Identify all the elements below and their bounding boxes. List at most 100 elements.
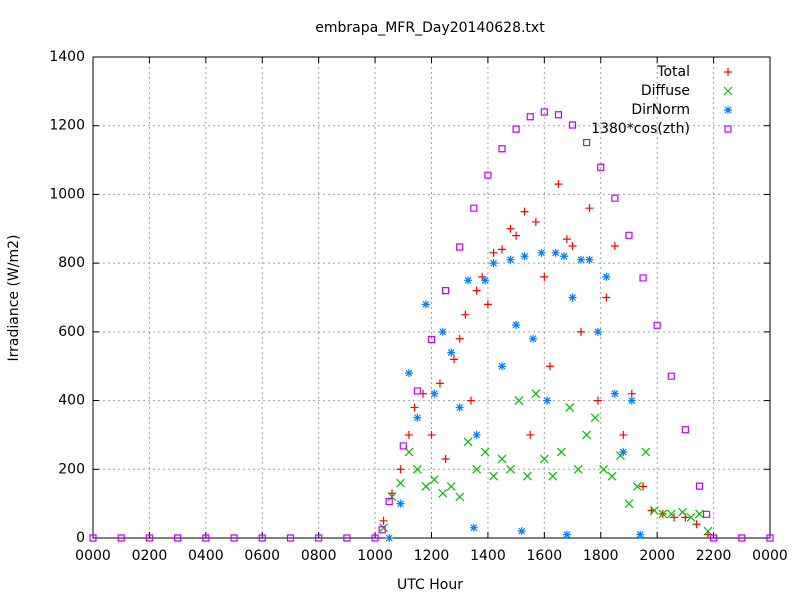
data-point <box>619 448 628 457</box>
data-point <box>666 509 676 519</box>
data-point <box>709 534 718 542</box>
data-point <box>602 293 611 302</box>
data-point <box>446 482 456 491</box>
data-point <box>421 300 430 309</box>
data-point <box>585 255 594 264</box>
data-point <box>562 235 571 244</box>
legend-label: Diffuse <box>641 83 690 99</box>
data-point <box>597 163 605 171</box>
legend-label: Total <box>656 64 690 80</box>
data-point <box>412 464 422 474</box>
data-point <box>545 362 554 371</box>
data-point <box>554 111 563 119</box>
data-point <box>568 241 577 250</box>
data-point <box>573 464 583 474</box>
data-point <box>619 430 628 439</box>
data-point <box>202 534 210 542</box>
data-point <box>399 442 407 450</box>
data-point <box>421 482 431 491</box>
data-point <box>469 523 478 532</box>
y-tick-label: 1400 <box>49 49 85 65</box>
data-point <box>498 145 506 153</box>
data-point <box>442 287 450 295</box>
data-point <box>498 362 507 371</box>
data-point <box>560 252 569 261</box>
data-point <box>456 243 464 251</box>
data-point <box>624 499 634 509</box>
data-point <box>450 355 459 364</box>
data-point <box>641 447 651 457</box>
data-point <box>470 204 478 212</box>
data-point <box>627 396 636 405</box>
data-point <box>610 389 619 398</box>
data-point <box>413 413 422 422</box>
data-point <box>593 396 602 405</box>
data-point <box>286 534 295 542</box>
data-point <box>540 272 549 281</box>
data-point <box>378 526 386 534</box>
data-point <box>514 396 524 405</box>
data-point <box>540 108 548 116</box>
data-point <box>607 471 617 481</box>
data-point <box>438 488 448 498</box>
data-point <box>692 520 701 529</box>
data-point <box>429 475 439 485</box>
data-point <box>627 389 636 398</box>
data-point <box>379 516 388 525</box>
data-point <box>174 534 182 542</box>
data-point <box>649 506 659 515</box>
data-point <box>455 334 464 343</box>
data-point <box>258 534 266 542</box>
legend-marker <box>724 68 732 76</box>
y-tick-label: 0 <box>76 530 85 546</box>
data-point <box>483 300 492 309</box>
data-point <box>396 499 405 508</box>
data-point <box>703 526 713 536</box>
data-point <box>387 492 397 502</box>
data-point <box>539 454 549 464</box>
data-point <box>512 125 520 133</box>
x-tick-label: 1200 <box>414 548 450 564</box>
data-point <box>583 138 591 147</box>
y-tick-label: 400 <box>58 393 85 409</box>
data-point <box>315 534 323 542</box>
data-point <box>385 534 394 542</box>
data-point <box>481 276 490 285</box>
legend-label: 1380*cos(zth) <box>591 121 690 137</box>
data-point <box>517 527 526 536</box>
data-point <box>543 396 552 405</box>
data-point <box>636 530 645 539</box>
data-point <box>593 327 602 336</box>
data-point <box>455 492 465 502</box>
x-tick-label: 1000 <box>357 548 393 564</box>
data-point <box>529 334 538 343</box>
data-point <box>466 396 475 405</box>
data-point <box>427 430 436 439</box>
data-point <box>230 534 238 542</box>
y-tick-label: 200 <box>58 461 85 477</box>
data-point <box>396 478 405 488</box>
data-point <box>455 403 464 412</box>
x-tick-label: 0000 <box>75 548 111 564</box>
data-point <box>480 447 490 457</box>
x-tick-label: 1800 <box>583 548 619 564</box>
data-point <box>512 231 521 240</box>
data-point <box>526 113 534 121</box>
y-axis-label: Irradiance (W/m2) <box>6 235 22 362</box>
data-point <box>506 224 515 233</box>
data-point <box>89 534 97 542</box>
data-point <box>472 286 481 295</box>
data-point <box>658 509 668 519</box>
data-point <box>562 530 571 539</box>
data-point <box>556 447 566 457</box>
x-tick-label: 0600 <box>244 548 280 564</box>
data-point <box>577 327 586 336</box>
data-point <box>695 509 704 519</box>
data-point <box>565 403 575 412</box>
data-point <box>472 430 481 439</box>
data-point <box>551 248 560 257</box>
data-point <box>484 171 492 179</box>
data-point <box>410 403 419 412</box>
data-point <box>582 430 592 440</box>
